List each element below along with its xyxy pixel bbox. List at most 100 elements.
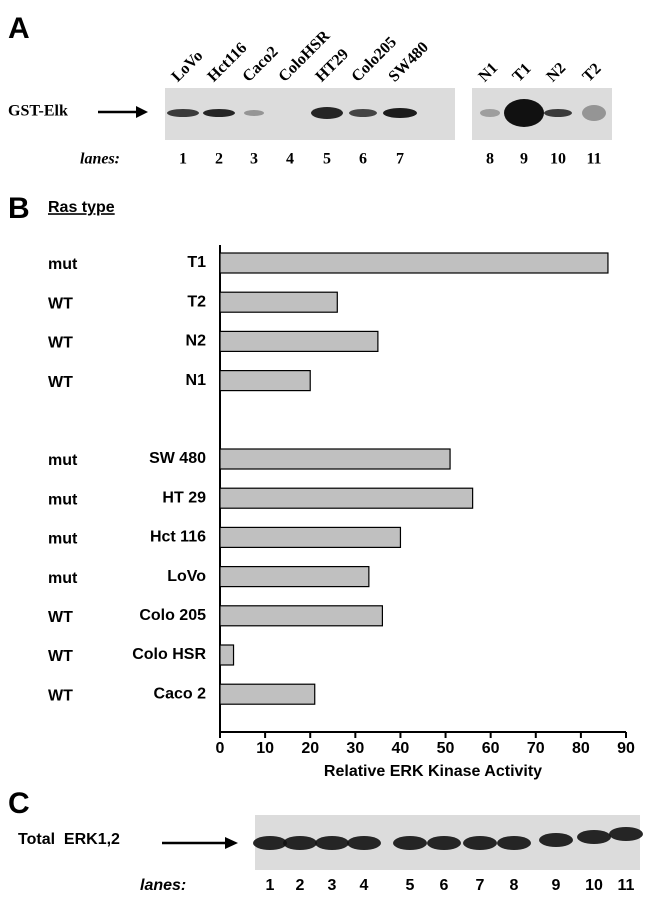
bar xyxy=(220,449,450,469)
bar xyxy=(220,371,310,391)
bar xyxy=(220,527,400,547)
ras-type: mut xyxy=(48,452,78,469)
lane-name: N1 xyxy=(475,60,501,86)
y-tick-label: Caco 2 xyxy=(154,685,207,702)
lane-number: 3 xyxy=(250,151,258,168)
y-tick-label: T2 xyxy=(187,293,206,310)
ras-header: Ras type xyxy=(48,199,115,216)
lane-number: 7 xyxy=(476,877,485,894)
probe-label: Total ERK1,2 xyxy=(18,831,120,848)
panel-label: C xyxy=(8,787,30,820)
x-tick-label: 50 xyxy=(437,740,455,757)
ras-type: mut xyxy=(48,256,78,273)
y-tick-label: N1 xyxy=(186,372,207,389)
band xyxy=(582,105,606,121)
arrow-head xyxy=(136,106,148,118)
band xyxy=(504,99,544,127)
lane-name: T2 xyxy=(579,60,604,85)
x-tick-label: 10 xyxy=(256,740,274,757)
x-tick-label: 30 xyxy=(346,740,364,757)
band xyxy=(383,108,417,118)
lane-name: N2 xyxy=(543,60,569,86)
band xyxy=(577,830,611,844)
y-tick-label: Hct 116 xyxy=(150,529,206,546)
band xyxy=(480,109,500,117)
bar xyxy=(220,606,382,626)
x-axis-title: Relative ERK Kinase Activity xyxy=(324,763,542,780)
bar xyxy=(220,253,608,273)
band xyxy=(315,836,349,850)
lane-number: 1 xyxy=(266,877,275,894)
lane-number: 2 xyxy=(215,151,223,168)
lane-number: 9 xyxy=(552,877,561,894)
lane-number: 6 xyxy=(440,877,449,894)
ras-type: mut xyxy=(48,531,78,548)
lane-number: 6 xyxy=(359,151,367,168)
band xyxy=(253,836,287,850)
lane-number: 5 xyxy=(406,877,415,894)
band xyxy=(544,109,572,117)
band xyxy=(283,836,317,850)
lane-number: 8 xyxy=(510,877,519,894)
band xyxy=(203,109,235,117)
ras-type: WT xyxy=(48,609,73,626)
lane-number: 9 xyxy=(520,151,528,168)
lane-name: T1 xyxy=(509,60,534,85)
x-tick-label: 90 xyxy=(617,740,635,757)
x-tick-label: 0 xyxy=(216,740,225,757)
bar xyxy=(220,567,369,587)
probe-label: GST-Elk xyxy=(8,103,68,120)
lanes-label: lanes: xyxy=(140,877,186,894)
band xyxy=(539,833,573,847)
y-tick-label: SW 480 xyxy=(149,450,206,467)
y-tick-label: Colo 205 xyxy=(139,607,206,624)
arrow-head xyxy=(225,837,238,849)
band xyxy=(463,836,497,850)
panel-label: B xyxy=(8,192,30,225)
lane-number: 3 xyxy=(328,877,337,894)
ras-type: WT xyxy=(48,374,73,391)
bar xyxy=(220,645,234,665)
lane-number: 7 xyxy=(396,151,404,168)
lanes-label: lanes: xyxy=(80,151,120,168)
y-tick-label: T1 xyxy=(187,254,206,271)
lane-name: LoVo xyxy=(168,47,206,85)
panel-label: A xyxy=(8,12,30,45)
band xyxy=(427,836,461,850)
lane-number: 2 xyxy=(296,877,305,894)
band xyxy=(393,836,427,850)
band xyxy=(244,110,264,116)
band xyxy=(347,836,381,850)
ras-type: WT xyxy=(48,687,73,704)
lane-number: 5 xyxy=(323,151,331,168)
y-tick-label: LoVo xyxy=(167,568,206,585)
lane-number: 10 xyxy=(585,877,603,894)
lane-number: 10 xyxy=(550,151,566,168)
bar xyxy=(220,292,337,312)
ras-type: WT xyxy=(48,295,73,312)
y-tick-label: Colo HSR xyxy=(132,646,206,663)
lane-number: 11 xyxy=(618,877,635,894)
bar xyxy=(220,331,378,351)
figure: A GST-Elk lanes: LoVo1Hct1162Caco23ColoH… xyxy=(0,0,648,902)
band xyxy=(349,109,377,117)
x-tick-label: 60 xyxy=(482,740,500,757)
x-tick-label: 20 xyxy=(301,740,319,757)
lane-number: 1 xyxy=(179,151,187,168)
x-tick-label: 80 xyxy=(572,740,590,757)
lane-number: 4 xyxy=(286,151,294,168)
band xyxy=(497,836,531,850)
y-tick-label: N2 xyxy=(186,333,207,350)
band xyxy=(609,827,643,841)
y-tick-label: HT 29 xyxy=(162,489,206,506)
lane-number: 8 xyxy=(486,151,494,168)
ras-type: WT xyxy=(48,648,73,665)
band xyxy=(311,107,343,119)
lane-number: 4 xyxy=(360,877,369,894)
lane-number: 11 xyxy=(586,151,601,168)
ras-type: mut xyxy=(48,491,78,508)
ras-type: mut xyxy=(48,570,78,587)
ras-type: WT xyxy=(48,335,73,352)
band xyxy=(167,109,199,117)
